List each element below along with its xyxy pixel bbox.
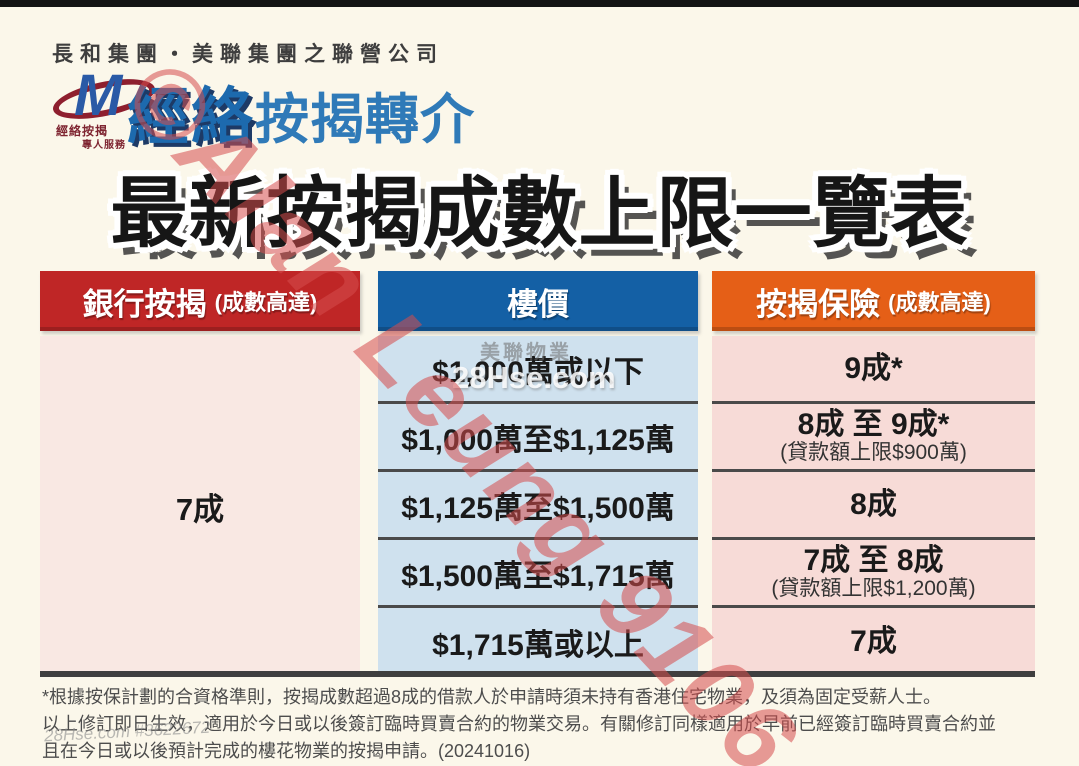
- insurance-cell-row2: 8成 至 9成* (貸款額上限$900萬): [712, 404, 1035, 472]
- top-black-bar: [0, 0, 1079, 7]
- insurance-cell-row4: 7成 至 8成 (貸款額上限$1,200萬): [712, 540, 1035, 608]
- header-insurance-label: 按揭保險: [756, 286, 881, 322]
- page-title: 最新按揭成數上限一覽表: [110, 171, 969, 257]
- insurance-value: 8成 至 9成*: [797, 407, 950, 441]
- price-cell-row4: $1,500萬至$1,715萬: [378, 540, 698, 608]
- insurance-note: (貸款額上限$900萬): [780, 440, 967, 464]
- insurance-value: 7成 至 8成: [803, 543, 944, 577]
- bank-ltv-cell: 7成: [40, 336, 360, 676]
- header-mortgage-insurance: 按揭保險 (成數高達): [712, 271, 1035, 331]
- footnote-line3: 且在今日或以後預計完成的樓花物業的按揭申請。(20241016): [42, 741, 531, 761]
- brand-name-part2: 按揭轉介: [255, 90, 476, 150]
- footnote-line2: 以上修訂即日生效，適用於今日或以後簽訂臨時買賣合約的物業交易。有關修訂同樣適用於…: [42, 714, 996, 734]
- insurance-cell-row5: 7成: [712, 608, 1035, 676]
- insurance-column: 9成* 8成 至 9成* (貸款額上限$900萬) 8成 7成 至 8成 (貸款…: [712, 336, 1035, 676]
- price-cell-row2: $1,000萬至$1,125萬: [378, 404, 698, 472]
- footnotes: *根據按保計劃的合資格準則，按揭成數超過8成的借款人於申請時須未持有香港住宅物業…: [42, 684, 1047, 765]
- header-insurance-sub: (成數高達): [888, 290, 991, 315]
- header-property-price: 樓價: [378, 271, 698, 331]
- brand-name-part1: 經絡: [127, 83, 256, 152]
- insurance-cell-row1: 9成*: [712, 336, 1035, 404]
- insurance-value: 8成: [850, 487, 897, 521]
- insurance-value: 7成: [850, 625, 897, 658]
- logo-m-letter: M: [74, 63, 123, 128]
- table-bottom-border: [40, 671, 1035, 677]
- mreferral-logo: M 經絡按揭 專人服務: [49, 63, 160, 151]
- logo-subtext-2: 專人服務: [82, 140, 126, 151]
- logo-subtext-1: 經絡按揭: [56, 124, 109, 138]
- header-bank-sub: (成數高達): [214, 290, 318, 315]
- price-cell-row1: $1,000萬或以下: [378, 336, 698, 404]
- brand-name: 經絡按揭轉介: [127, 66, 475, 156]
- footnote-line1: *根據按保計劃的合資格準則，按揭成數超過8成的借款人於申請時須未持有香港住宅物業…: [42, 687, 942, 707]
- insurance-value: 9成*: [844, 351, 903, 385]
- price-cell-row3: $1,125萬至$1,500萬: [378, 472, 698, 540]
- insurance-note: (貸款額上限$1,200萬): [771, 576, 976, 600]
- header-bank-mortgage: 銀行按揭 (成數高達): [40, 271, 360, 331]
- insurance-cell-row3: 8成: [712, 472, 1035, 540]
- price-cell-row5: $1,715萬或以上: [378, 608, 698, 676]
- company-line: 長和集團・美聯集團之聯營公司: [52, 42, 444, 66]
- price-column: $1,000萬或以下 $1,000萬至$1,125萬 $1,125萬至$1,50…: [378, 336, 698, 676]
- header-bank-label: 銀行按揭: [82, 286, 207, 322]
- header-price-label: 樓價: [507, 286, 569, 322]
